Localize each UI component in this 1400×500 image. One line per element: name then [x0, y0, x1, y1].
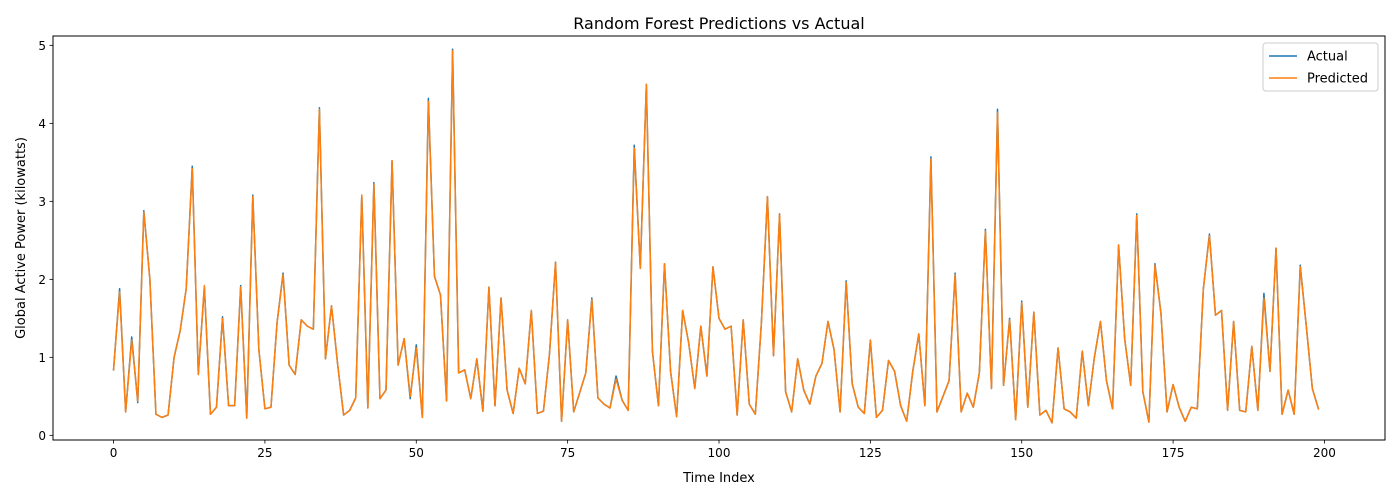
legend-label-actual: Actual	[1307, 50, 1348, 65]
series-line-predicted	[112, 50, 1320, 424]
x-tick-label: 75	[560, 446, 575, 460]
y-tick-label: 4	[38, 117, 46, 131]
x-tick-label: 200	[1313, 446, 1336, 460]
legend: Actual Predicted	[1262, 42, 1379, 92]
y-axis-label: Global Active Power (kilowatts)	[14, 137, 29, 339]
x-tick-label: 25	[257, 446, 272, 460]
x-axis-label: Time Index	[682, 471, 755, 486]
x-tick-label: 175	[1162, 446, 1185, 460]
x-tick-label: 50	[409, 446, 424, 460]
x-tick-label: 125	[859, 446, 882, 460]
legend-frame	[1262, 42, 1379, 92]
y-tick-label: 0	[38, 429, 46, 443]
x-axis: 0 25 50 75 100 125 150 175 200	[110, 440, 1336, 460]
x-tick-label: 100	[708, 446, 731, 460]
y-tick-label: 2	[38, 273, 46, 287]
x-tick-label: 150	[1010, 446, 1033, 460]
y-tick-label: 3	[38, 195, 46, 209]
chart-title: Random Forest Predictions vs Actual	[573, 14, 864, 33]
x-tick-label: 0	[110, 446, 118, 460]
y-tick-label: 5	[38, 39, 46, 53]
y-tick-label: 1	[38, 351, 46, 365]
series-lines	[112, 48, 1320, 424]
legend-label-predicted: Predicted	[1307, 72, 1368, 87]
y-axis: 0 1 2 3 4 5	[38, 39, 53, 443]
